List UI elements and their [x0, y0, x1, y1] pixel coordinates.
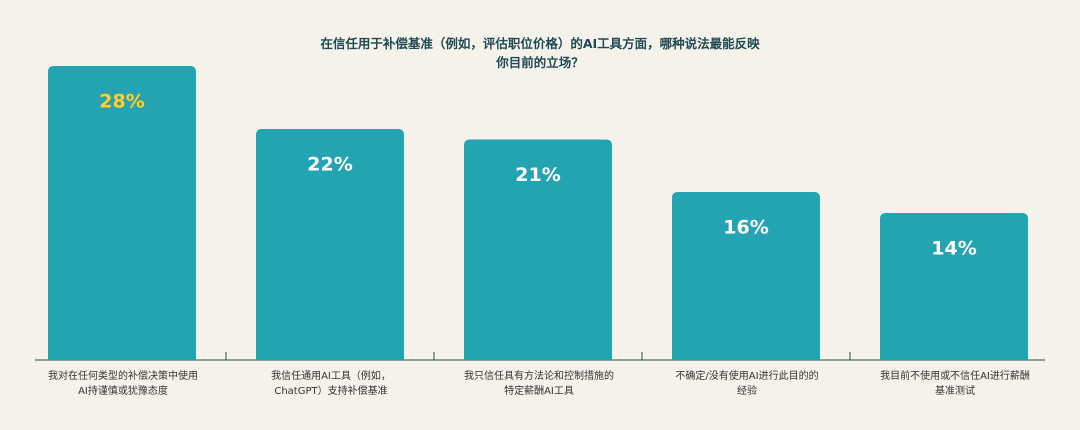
- bar: [464, 139, 612, 360]
- value-label: 21%: [515, 164, 560, 186]
- value-label: 22%: [307, 154, 352, 176]
- bar: [256, 129, 404, 360]
- x-tick-label: 我目前不使用或不信任AI进行薪酬基准测试: [880, 371, 1030, 397]
- bar: [672, 192, 820, 360]
- value-label: 14%: [931, 238, 976, 260]
- value-label: 16%: [723, 217, 768, 239]
- separators: [225, 352, 851, 360]
- x-tick-label: 我只信任具有方法论和控制措施的特定薪酬AI工具: [464, 371, 614, 397]
- chart-title: 在信任用于补偿基准（例如，评估职位价格）的AI工具方面，哪种说法最能反映你目前的…: [320, 36, 760, 70]
- x-tick-label: 我对在任何类型的补偿决策中使用AI持谨慎或犹豫态度: [48, 371, 198, 397]
- bar: [48, 66, 196, 360]
- bar: [880, 213, 1028, 360]
- x-tick-label: 不确定/没有使用AI进行此目的的经验: [675, 371, 819, 397]
- value-label: 28%: [99, 91, 144, 113]
- x-tick-label: 我信任通用AI工具（例如，ChatGPT）支持补偿基准: [271, 371, 391, 397]
